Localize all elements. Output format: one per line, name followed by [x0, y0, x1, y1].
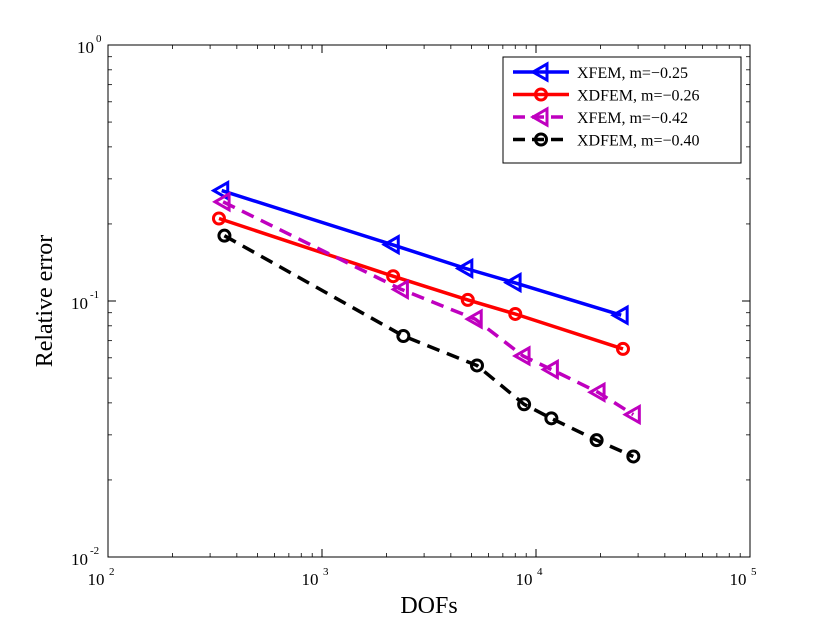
triangle-left-marker	[212, 191, 231, 213]
series-line	[222, 200, 635, 417]
circle-marker	[508, 306, 523, 321]
x-tick-exponent: 5	[751, 566, 757, 578]
circle-marker	[615, 341, 630, 356]
series-2	[211, 211, 630, 356]
triangle-left-marker	[529, 106, 549, 128]
x-tick-label: 10	[730, 570, 747, 589]
triangle-left-marker	[503, 272, 522, 294]
legend-label: XFEM, m=−0.25	[577, 65, 688, 82]
legend-label: XFEM, m=−0.42	[577, 110, 688, 127]
circle-marker	[386, 269, 401, 284]
triangle-left-marker	[464, 308, 483, 330]
series-line	[221, 188, 622, 317]
series-3	[212, 191, 641, 426]
legend-item: XFEM, m=−0.25	[513, 61, 688, 83]
circle-marker	[460, 292, 475, 307]
x-tick-exponent: 2	[109, 566, 115, 578]
triangle-left-marker	[587, 381, 606, 403]
circle-marker	[211, 211, 226, 226]
triangle-left-marker	[390, 278, 409, 300]
x-tick-label: 10	[302, 570, 319, 589]
circle-marker	[626, 449, 641, 464]
legend-item: XDFEM, m=−0.26	[513, 87, 700, 105]
y-tick-label: 10	[77, 38, 94, 57]
legend-item: XFEM, m=−0.42	[513, 106, 688, 128]
legend-item: XDFEM, m=−0.40	[513, 132, 700, 150]
triangle-left-marker	[512, 345, 531, 367]
triangle-left-marker	[529, 61, 549, 83]
series-4	[217, 228, 641, 464]
circle-marker	[589, 433, 604, 448]
triangle-left-marker	[610, 304, 629, 326]
triangle-left-marker	[540, 358, 559, 381]
series-line	[218, 216, 624, 351]
circle-marker	[396, 328, 411, 343]
y-tick-exponent: -1	[90, 289, 99, 301]
triangle-left-marker	[210, 179, 230, 202]
x-tick-label: 10	[88, 570, 105, 589]
y-tick-label: 10	[71, 550, 88, 569]
circle-marker	[217, 228, 232, 243]
circle-marker	[534, 87, 548, 102]
y-tick-exponent: -2	[90, 545, 99, 557]
y-tick-exponent: 0	[96, 33, 102, 45]
triangle-left-marker	[381, 234, 400, 256]
x-tick-exponent: 4	[537, 566, 543, 578]
circle-marker	[534, 132, 548, 147]
series-1	[210, 179, 629, 326]
legend-label: XDFEM, m=−0.26	[577, 88, 700, 105]
circle-marker	[544, 411, 559, 426]
series-line	[223, 234, 635, 459]
circle-marker	[469, 358, 484, 373]
x-axis-label: DOFs	[400, 593, 457, 619]
legend-label: XDFEM, m=−0.40	[577, 133, 700, 150]
y-axis-label: Relative error	[32, 235, 58, 368]
triangle-left-marker	[622, 404, 641, 426]
x-tick-label: 10	[516, 570, 533, 589]
circle-marker	[517, 397, 532, 412]
triangle-left-marker	[454, 257, 474, 280]
x-tick-exponent: 3	[323, 566, 329, 578]
y-tick-label: 10	[71, 294, 88, 313]
